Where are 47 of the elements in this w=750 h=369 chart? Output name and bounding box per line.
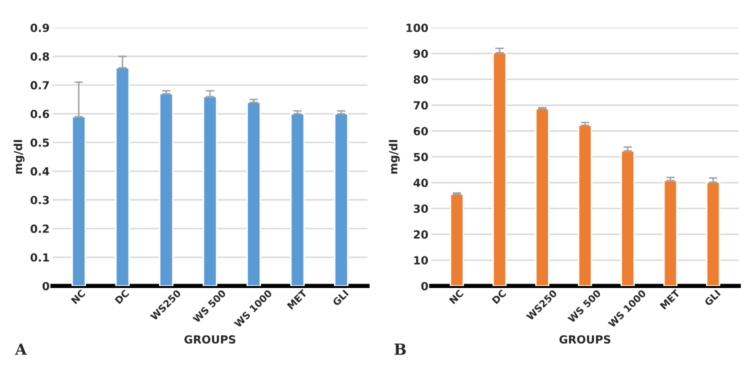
y-tick-label: 0.4	[30, 167, 50, 176]
y-tick-label: 70	[414, 101, 428, 110]
bar	[334, 113, 349, 286]
bar	[663, 180, 678, 286]
y-tick-label: 0.8	[30, 52, 50, 61]
y-tick-label: 0	[42, 282, 50, 290]
bar	[115, 67, 130, 286]
y-axis-title: mg/dl	[388, 140, 400, 174]
y-tick-label: 0.3	[30, 196, 49, 204]
bar	[290, 113, 305, 286]
y-tick-label: 0.7	[30, 81, 49, 90]
y-axis-title: mg/dl	[14, 140, 24, 174]
bar	[202, 96, 218, 286]
bar	[71, 116, 86, 286]
x-tick-label: NC	[448, 289, 464, 304]
x-tick-label: GLI	[332, 290, 349, 306]
y-tick-label: 0	[421, 282, 428, 290]
text: A	[14, 344, 28, 355]
bar	[706, 181, 720, 286]
y-tick-label: 20	[414, 230, 428, 239]
bar	[158, 92, 174, 286]
x-tick-label: DC	[114, 289, 130, 304]
y-tick-label: 0.1	[30, 253, 49, 262]
y-tick-label: 0.6	[30, 110, 50, 118]
y-tick-label: 60	[414, 126, 428, 136]
y-tick-label: 10	[414, 256, 428, 265]
bar	[246, 102, 262, 286]
y-tick-label: 50	[414, 152, 428, 162]
x-tick-label: DC	[492, 289, 507, 304]
x-axis-title: GROUPS	[559, 335, 610, 344]
y-tick-label: 0.2	[30, 224, 49, 233]
bar	[578, 124, 592, 286]
bar	[620, 150, 635, 286]
y-tick-label: 90	[414, 49, 428, 58]
y-tick-label: 40	[414, 178, 428, 188]
y-tick-label: 0.5	[30, 138, 49, 147]
bar	[492, 52, 507, 286]
y-tick-label: 80	[414, 75, 428, 84]
x-tick-label: NC	[70, 289, 86, 304]
x-axis-title: GROUPS	[184, 335, 236, 344]
y-tick-label: 30	[414, 204, 428, 213]
x-tick-label: GLI	[704, 290, 721, 306]
text: B	[394, 344, 406, 355]
bar	[535, 108, 550, 286]
bar	[450, 194, 464, 286]
y-tick-label: 100	[406, 24, 428, 32]
y-tick-label: 0.9	[30, 24, 50, 32]
